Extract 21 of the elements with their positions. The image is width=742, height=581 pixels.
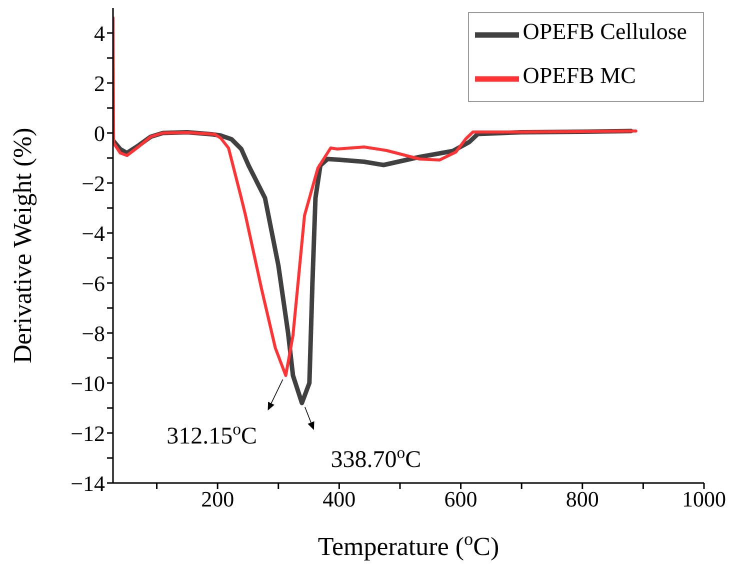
x-tick-label: 200 <box>201 486 234 512</box>
y-tick-label: 0 <box>94 120 105 146</box>
x-axis-title: Temperature ($^{o}$C) <box>318 529 500 561</box>
y-tick-label: −4 <box>82 220 105 246</box>
x-tick-label: 800 <box>566 486 599 512</box>
annotation: 312.15$^{o}$C <box>166 419 257 450</box>
y-axis-title: Derivative Weight (%) <box>8 128 37 364</box>
x-tick-label: 400 <box>322 486 356 512</box>
y-tick-label: −12 <box>70 420 105 446</box>
y-tick-label: −6 <box>82 270 105 296</box>
legend-label: OPEFB MC <box>522 62 636 88</box>
legend-label: OPEFB Cellulose <box>522 18 687 44</box>
y-tick-label: −2 <box>82 170 105 196</box>
y-tick-label: 2 <box>94 70 105 96</box>
y-tick-label: −10 <box>70 370 105 396</box>
y-tick-label: 4 <box>94 20 105 46</box>
x-tick-label: 1000 <box>682 486 726 512</box>
y-tick-label: −14 <box>70 470 105 496</box>
y-tick-label: −8 <box>82 320 105 346</box>
annotation: 338.70$^{o}$C <box>330 442 422 473</box>
x-tick-label: 600 <box>444 486 478 512</box>
